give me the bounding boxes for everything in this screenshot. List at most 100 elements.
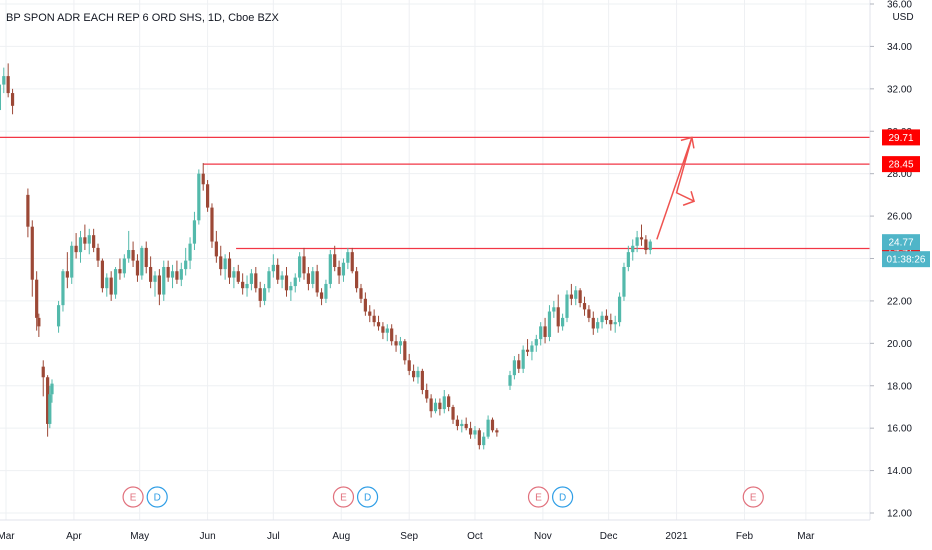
candle	[306, 266, 311, 291]
candle	[61, 269, 65, 312]
candle	[543, 317, 547, 344]
candle	[600, 311, 604, 329]
candle	[517, 353, 521, 374]
candle	[127, 230, 131, 263]
candle	[65, 252, 69, 289]
candle	[267, 266, 271, 293]
candle	[122, 254, 126, 278]
time-tick-label: Sep	[400, 531, 418, 542]
price-tick-label: 20.00	[887, 339, 912, 350]
candle	[70, 241, 74, 284]
svg-text:28.45: 28.45	[888, 160, 913, 171]
time-tick-label: Nov	[534, 531, 552, 542]
dividend-marker[interactable]: D	[356, 486, 379, 508]
candle	[359, 283, 363, 304]
dividend-marker[interactable]: D	[146, 486, 168, 508]
candle	[495, 428, 499, 437]
candle	[105, 273, 109, 297]
candle	[556, 294, 560, 333]
candle	[319, 288, 324, 306]
candle	[223, 254, 227, 280]
candle	[254, 266, 258, 293]
time-tick-label: Oct	[467, 531, 483, 542]
earnings-marker[interactable]: E	[742, 486, 764, 508]
candle	[276, 258, 280, 284]
projection-path[interactable]	[656, 137, 695, 240]
price-tick-label: 32.00	[887, 84, 912, 95]
time-tick-label: Mar	[0, 531, 15, 542]
candle	[512, 356, 516, 380]
candle	[74, 233, 78, 259]
candle	[50, 379, 54, 403]
candle	[604, 309, 609, 325]
candle	[328, 250, 332, 289]
candle	[131, 241, 135, 267]
candle	[639, 224, 644, 246]
candle	[311, 266, 315, 289]
candle	[508, 370, 512, 390]
candle	[179, 262, 183, 287]
candle	[521, 345, 525, 374]
earnings-marker[interactable]: E	[332, 486, 355, 508]
candle	[350, 247, 354, 274]
candle	[280, 271, 284, 289]
candle	[232, 266, 236, 289]
candle	[569, 283, 573, 306]
candle	[565, 290, 569, 323]
candle	[473, 426, 477, 439]
earnings-marker[interactable]: E	[527, 486, 550, 508]
candle	[96, 243, 100, 267]
price-tick-label: 26.00	[887, 212, 912, 223]
price-tick-label: 22.00	[887, 296, 912, 307]
candle	[201, 163, 205, 191]
candle	[596, 317, 600, 333]
candle	[324, 279, 328, 304]
candle	[135, 254, 140, 282]
candle	[355, 266, 359, 293]
candle	[385, 324, 389, 342]
candle	[293, 273, 297, 293]
price-tick-label: 18.00	[887, 381, 912, 392]
candle	[622, 262, 626, 301]
svg-text:D: D	[559, 493, 566, 504]
svg-text:29.71: 29.71	[888, 133, 913, 144]
candle	[587, 305, 591, 323]
candle	[100, 258, 105, 293]
candle	[170, 264, 175, 289]
time-tick-label: Jun	[200, 531, 216, 542]
time-axis[interactable]: Mar Apr May Jun Jul Aug Sep Oct Nov Dec 2021 Feb Mar	[0, 531, 815, 542]
candle	[363, 292, 367, 316]
candle	[372, 309, 376, 327]
svg-text:24.77: 24.77	[888, 238, 913, 249]
candle	[113, 266, 118, 299]
candle	[271, 254, 275, 278]
candle	[626, 245, 630, 272]
candle	[92, 228, 96, 253]
candle	[346, 247, 350, 270]
earnings-marker[interactable]: E	[122, 486, 144, 508]
candle	[433, 398, 438, 414]
candle	[530, 341, 534, 361]
candle	[197, 169, 201, 225]
candle	[219, 245, 223, 276]
arrow-head	[682, 191, 696, 206]
candle	[376, 315, 381, 331]
candle	[184, 247, 188, 276]
price-tick-label: 34.00	[887, 42, 912, 53]
candle	[425, 383, 429, 403]
time-tick-label: May	[130, 531, 149, 542]
candle	[149, 256, 153, 289]
candle	[394, 334, 398, 352]
candle	[87, 228, 91, 255]
candles	[0, 63, 652, 450]
level-price-badge: 28.45	[882, 156, 920, 173]
candle	[547, 305, 552, 342]
time-tick-label: Dec	[600, 531, 618, 542]
candle	[241, 273, 245, 295]
svg-text:D: D	[154, 493, 161, 504]
candle	[144, 241, 148, 274]
candle	[188, 237, 192, 270]
candle	[447, 394, 451, 412]
dividend-marker[interactable]: D	[552, 486, 574, 508]
